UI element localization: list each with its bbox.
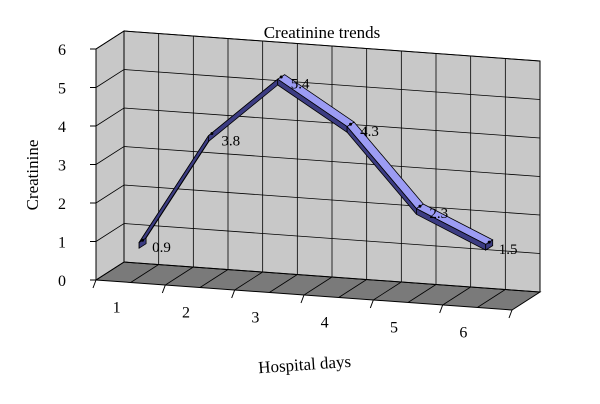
chart-title: Creatinine trends [264, 23, 381, 42]
data-point [487, 240, 491, 244]
y-tick-label: 6 [58, 42, 66, 59]
x-tick-label: 4 [321, 315, 329, 332]
floor-gridline [303, 276, 333, 296]
data-point [279, 75, 283, 79]
chart-gridlines [90, 30, 541, 319]
data-point [210, 132, 214, 136]
creatinine-series [138, 74, 494, 251]
data-point [349, 122, 353, 126]
x-tick-mark [369, 299, 374, 309]
data-label: 4.3 [360, 124, 379, 140]
x-tick-mark [439, 304, 444, 314]
data-label: 0.9 [152, 240, 171, 256]
x-tick-mark [300, 294, 305, 304]
floor-gridline [338, 279, 367, 298]
data-label: 5.4 [291, 77, 310, 93]
x-tick-label: 6 [459, 325, 467, 342]
y-tick-label: 5 [58, 81, 66, 98]
data-labels: 0.9 3.8 5.4 4.3 2.3 1.5 [152, 77, 517, 258]
data-label: 1.5 [499, 242, 518, 258]
x-tick-mark [508, 309, 513, 319]
x-tick-mark [231, 289, 236, 299]
x-tick-label: 3 [251, 310, 259, 327]
floor-gridline [130, 264, 159, 283]
x-axis-title: Hospital days [258, 352, 352, 377]
y-axis-title: Creatinine [23, 140, 42, 211]
y-axis-ticks: 0 1 2 3 4 5 6 [58, 42, 66, 290]
x-tick-label: 1 [113, 300, 121, 317]
floor-gridline [269, 274, 298, 293]
floor-gridline [477, 289, 506, 308]
data-point [418, 204, 422, 208]
floor-gridline [407, 284, 437, 303]
floor-gridline [373, 281, 402, 301]
y-tick-label: 3 [58, 158, 66, 175]
chart-walls [94, 30, 542, 311]
x-tick-label: 5 [390, 320, 398, 337]
y-tick-label: 1 [58, 235, 66, 252]
y-tick-label: 0 [58, 273, 66, 290]
x-tick-mark [161, 284, 166, 294]
floor-gridline [442, 286, 471, 306]
y-tick-label: 4 [58, 119, 66, 136]
floor-gridline [199, 269, 229, 288]
floor-gridline [165, 266, 194, 286]
data-label: 3.8 [221, 133, 240, 149]
data-point [141, 238, 145, 242]
floor-gridline [234, 271, 263, 291]
x-tick-label: 2 [182, 305, 190, 322]
y-tick-label: 2 [58, 196, 66, 213]
x-axis-ticks: 1 2 3 4 5 6 [113, 300, 468, 342]
x-tick-mark [92, 279, 97, 289]
data-label: 2.3 [429, 206, 448, 222]
